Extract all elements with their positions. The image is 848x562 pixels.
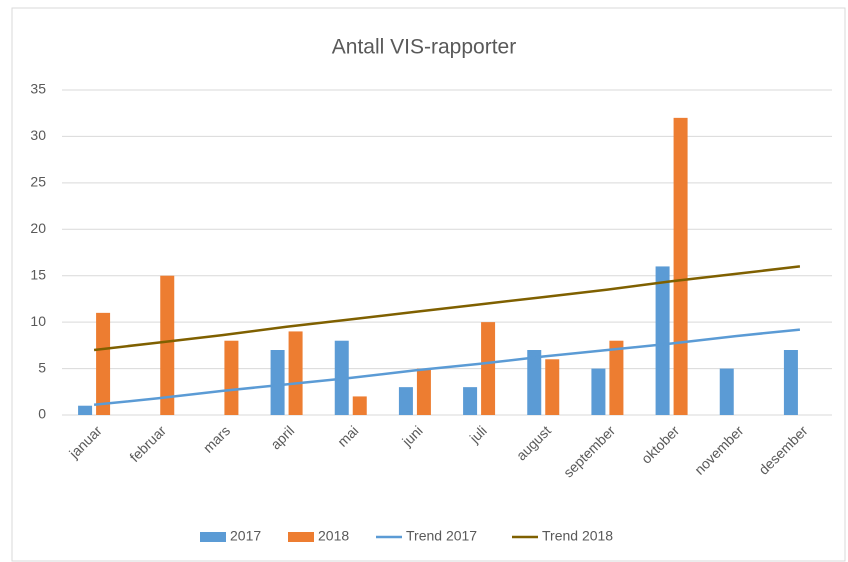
bar [481, 322, 496, 415]
bar [78, 405, 93, 415]
trend-line [93, 328, 801, 407]
y-tick-label: 30 [30, 127, 46, 143]
legend-label: 2018 [318, 528, 349, 544]
bar [655, 266, 670, 415]
trend-line [93, 265, 801, 352]
bar [398, 387, 413, 415]
legend-swatch [200, 532, 226, 542]
bar [673, 117, 688, 415]
bar [527, 350, 542, 415]
bar [352, 396, 367, 415]
y-tick-label: 35 [30, 81, 46, 97]
bar [609, 340, 624, 415]
bar [96, 312, 111, 415]
chart-border [11, 7, 846, 562]
bar [719, 368, 734, 415]
bar [160, 275, 175, 415]
bar [591, 368, 606, 415]
y-tick-label: 20 [30, 220, 46, 236]
legend-label: Trend 2017 [406, 528, 477, 544]
legend-label: Trend 2018 [542, 528, 613, 544]
bar [783, 350, 798, 415]
y-tick-label: 25 [30, 174, 46, 190]
bar [270, 350, 285, 415]
y-tick-label: 0 [38, 406, 46, 422]
legend-label: 2017 [230, 528, 261, 544]
bar [463, 387, 478, 415]
y-tick-label: 15 [30, 266, 46, 282]
bar [288, 331, 303, 415]
y-tick-label: 5 [38, 359, 46, 375]
bar [416, 368, 431, 415]
bar [545, 359, 560, 415]
chart-title: Antall VIS-rapporter [332, 36, 516, 59]
y-tick-label: 10 [30, 313, 46, 329]
bar [224, 340, 239, 415]
legend-swatch [288, 532, 314, 542]
